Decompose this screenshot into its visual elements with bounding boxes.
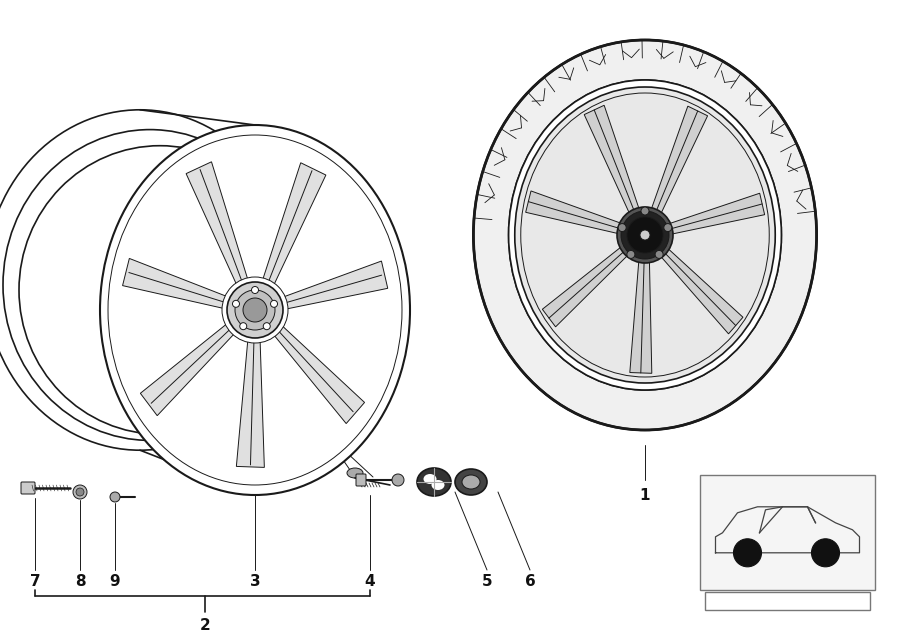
Ellipse shape — [473, 40, 816, 430]
Ellipse shape — [431, 480, 445, 490]
Circle shape — [243, 298, 267, 322]
Ellipse shape — [100, 125, 410, 495]
Text: 2: 2 — [200, 617, 211, 632]
Circle shape — [627, 217, 663, 253]
Polygon shape — [649, 106, 707, 219]
Text: 7: 7 — [30, 575, 40, 589]
Polygon shape — [543, 243, 632, 327]
Polygon shape — [237, 338, 265, 467]
Bar — [705, 592, 870, 610]
Circle shape — [655, 250, 663, 258]
Circle shape — [239, 323, 247, 330]
Text: 8: 8 — [75, 575, 86, 589]
Circle shape — [76, 488, 84, 496]
Circle shape — [392, 474, 404, 486]
Polygon shape — [272, 324, 365, 424]
FancyBboxPatch shape — [21, 482, 35, 494]
Ellipse shape — [515, 87, 775, 383]
Circle shape — [621, 211, 669, 259]
Circle shape — [641, 207, 649, 215]
Bar — [700, 475, 875, 590]
Circle shape — [627, 250, 634, 258]
Circle shape — [235, 290, 275, 330]
Text: 5: 5 — [482, 575, 492, 589]
Polygon shape — [140, 322, 236, 416]
Polygon shape — [630, 255, 652, 373]
Polygon shape — [262, 163, 326, 288]
Text: 4: 4 — [364, 575, 375, 589]
Circle shape — [264, 323, 270, 330]
Text: 3: 3 — [249, 575, 260, 589]
Circle shape — [227, 282, 283, 338]
Polygon shape — [526, 191, 626, 235]
Text: 00012255: 00012255 — [756, 596, 819, 608]
Circle shape — [73, 485, 87, 499]
Circle shape — [232, 300, 239, 307]
Circle shape — [222, 277, 288, 343]
Circle shape — [734, 539, 761, 567]
Ellipse shape — [508, 80, 781, 390]
Polygon shape — [584, 105, 641, 219]
Ellipse shape — [417, 468, 451, 496]
Polygon shape — [657, 244, 743, 334]
Ellipse shape — [455, 469, 487, 495]
Text: 1: 1 — [640, 488, 650, 502]
Ellipse shape — [347, 468, 363, 478]
Circle shape — [640, 230, 650, 240]
Circle shape — [110, 492, 120, 502]
Polygon shape — [281, 261, 388, 309]
Polygon shape — [186, 162, 248, 287]
FancyBboxPatch shape — [356, 474, 366, 486]
Circle shape — [271, 300, 277, 307]
Ellipse shape — [424, 474, 436, 484]
Polygon shape — [663, 193, 765, 236]
Ellipse shape — [462, 475, 480, 489]
Polygon shape — [122, 258, 230, 309]
Ellipse shape — [473, 40, 816, 430]
Text: 9: 9 — [110, 575, 121, 589]
Text: 6: 6 — [525, 575, 535, 589]
Circle shape — [251, 286, 258, 293]
Circle shape — [664, 224, 671, 232]
Circle shape — [812, 539, 840, 567]
Circle shape — [618, 224, 626, 232]
Circle shape — [617, 207, 673, 263]
